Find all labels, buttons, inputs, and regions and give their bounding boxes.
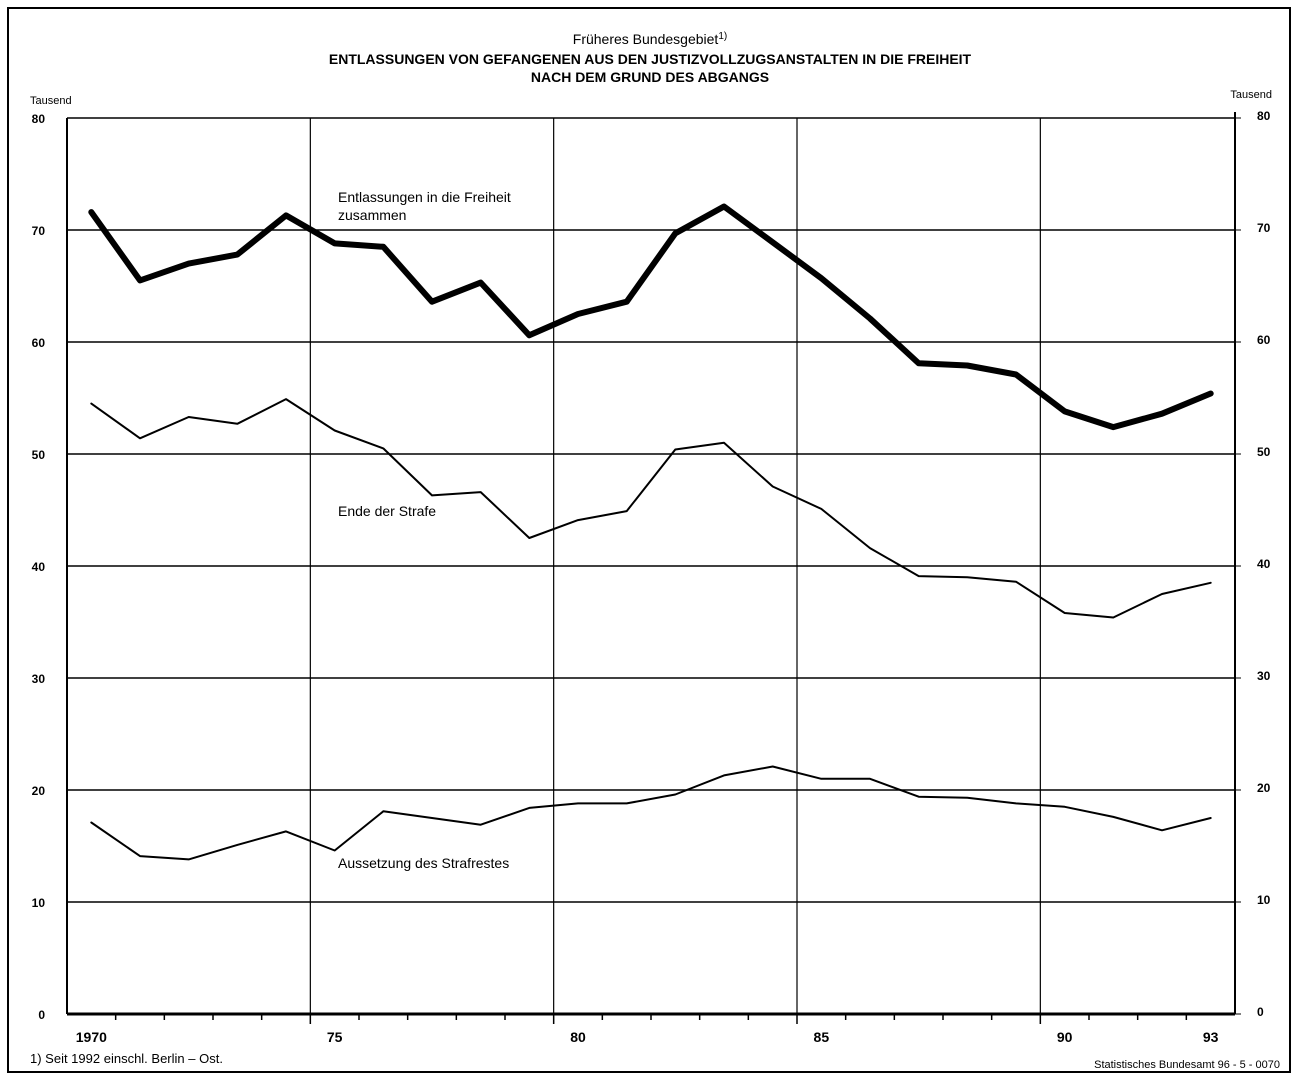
y2-tick-label: 30 [1257,669,1271,683]
y2-tick-label: 10 [1257,893,1271,907]
x-tick-label: 90 [1057,1029,1073,1045]
y-tick-label: 80 [32,112,46,126]
y-tick-label: 70 [32,224,46,238]
x-tick-label: 80 [570,1029,586,1045]
chart-title: ENTLASSUNGEN VON GEFANGENEN AUS DEN JUST… [329,51,972,67]
source: Statistisches Bundesamt 96 - 5 - 0070 [1094,1059,1280,1071]
subtitle-text: Früheres Bundesgebiet [573,31,719,47]
y2-tick-label: 50 [1257,445,1271,459]
x-tick-label: 1970 [76,1029,107,1045]
y-axis-label: Tausend [30,95,72,107]
series-line [88,203,1214,431]
y2-tick-label: 80 [1257,109,1271,123]
y-tick-label: 60 [32,336,46,350]
y2-tick-label: 20 [1257,781,1271,795]
series-line [90,398,1212,619]
y-tick-label: 30 [32,672,46,686]
series-line [90,765,1212,861]
chart-subtitle: Früheres Bundesgebiet1) [573,31,727,47]
y-tick-label: 0 [38,1008,45,1022]
x-tick-label: 93 [1203,1029,1219,1045]
x-tick-label: 85 [814,1029,830,1045]
x-tick-label: 75 [327,1029,343,1045]
y2-tick-label: 60 [1257,333,1271,347]
y-tick-label: 40 [32,560,46,574]
frame [7,7,1291,1073]
footnote: 1) Seit 1992 einschl. Berlin – Ost. [30,1051,223,1066]
y-tick-label: 50 [32,448,46,462]
y2-tick-label: 70 [1257,221,1271,235]
y-tick-label: 20 [32,784,46,798]
series-label: Entlassungen in die Freiheit zusammen [338,189,511,223]
y-tick-label: 10 [32,896,46,910]
subtitle-note: 1) [718,31,727,42]
series-label: Aussetzung des Strafrestes [338,855,510,871]
y2-tick-label: 40 [1257,557,1271,571]
series-label: Ende der Strafe [338,503,437,519]
chart-title: NACH DEM GRUND DES ABGANGS [531,69,769,85]
y2-tick-label: 0 [1257,1005,1264,1019]
y2-axis-label: Tausend [1230,89,1272,101]
